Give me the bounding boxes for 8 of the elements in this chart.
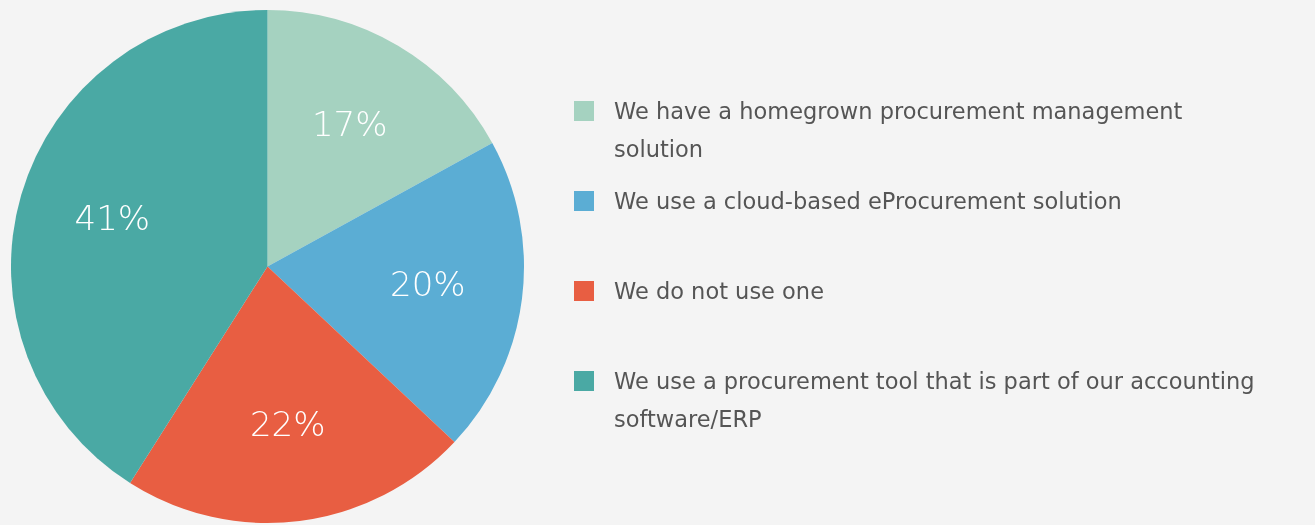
data-label: 41%	[74, 198, 151, 239]
data-label: 20%	[390, 263, 466, 304]
data-label: 22%	[249, 403, 326, 444]
legend-label: We use a procurement tool that is part of our accounting software/ERP	[614, 367, 1256, 434]
legend-label: We use a cloud-based eProcurement solution	[614, 187, 1122, 216]
data-label: 17%	[311, 104, 388, 145]
legend-label: We do not use one	[614, 277, 824, 306]
legend-label: We have a homegrown procurement management solution	[614, 97, 1184, 164]
